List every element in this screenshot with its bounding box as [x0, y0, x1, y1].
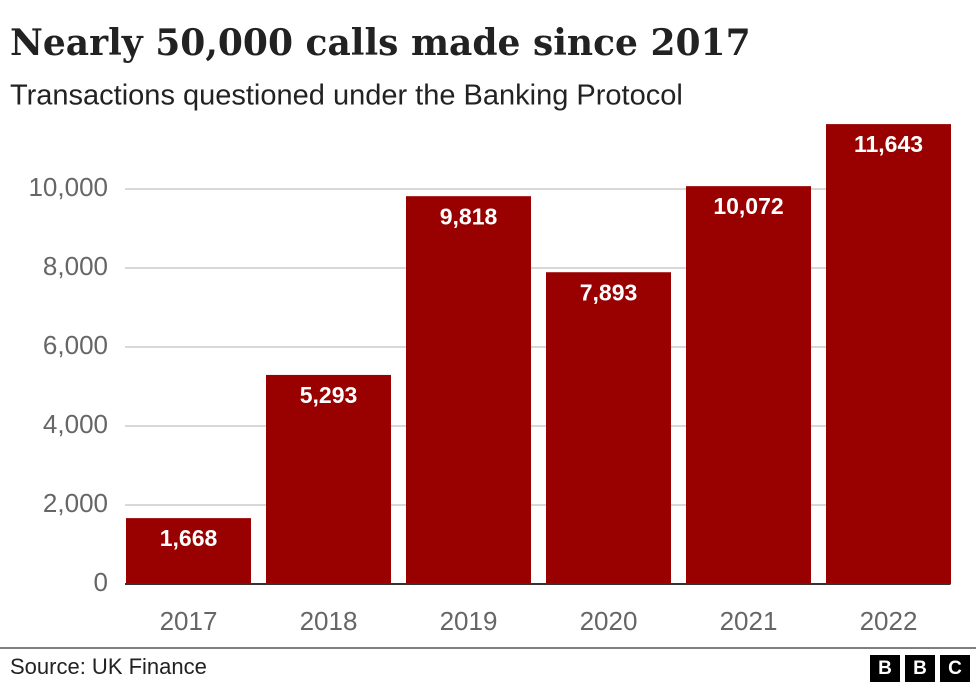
value-label: 7,893: [580, 279, 638, 305]
value-label: 5,293: [300, 382, 358, 408]
y-tick-label: 8,000: [43, 251, 108, 281]
logo-letter: B: [878, 658, 892, 679]
chart-subtitle: Transactions questioned under the Bankin…: [10, 80, 683, 112]
value-label: 1,668: [160, 525, 218, 551]
bar: [406, 196, 531, 584]
logo-box: [870, 655, 900, 682]
y-tick-label: 2,000: [43, 488, 108, 518]
value-label: 11,643: [854, 131, 923, 157]
y-tick-label: 4,000: [43, 409, 108, 439]
logo-box: [905, 655, 935, 682]
x-tick-label: 2021: [720, 606, 778, 636]
x-tick-label: 2017: [160, 606, 218, 636]
bar: [266, 374, 391, 584]
value-label: 10,072: [713, 193, 783, 219]
source: Source: UK Finance: [10, 654, 207, 679]
y-tick-label: 0: [94, 567, 108, 597]
bar: [546, 272, 671, 584]
bar: [826, 124, 951, 584]
bar: [126, 518, 251, 584]
chart-title: Nearly 50,000 calls made since 2017: [10, 22, 751, 64]
x-tick-label: 2022: [860, 606, 918, 636]
value-label: 9,818: [440, 203, 498, 229]
bar: [686, 186, 811, 584]
y-tick-label: 10,000: [28, 172, 108, 202]
x-tick-label: 2020: [580, 606, 638, 636]
x-tick-label: 2019: [440, 606, 498, 636]
logo-letter: B: [913, 658, 927, 679]
y-tick-label: 6,000: [43, 330, 108, 360]
logo-box: [940, 655, 970, 682]
x-tick-label: 2018: [300, 606, 358, 636]
logo-letter: C: [948, 658, 962, 679]
